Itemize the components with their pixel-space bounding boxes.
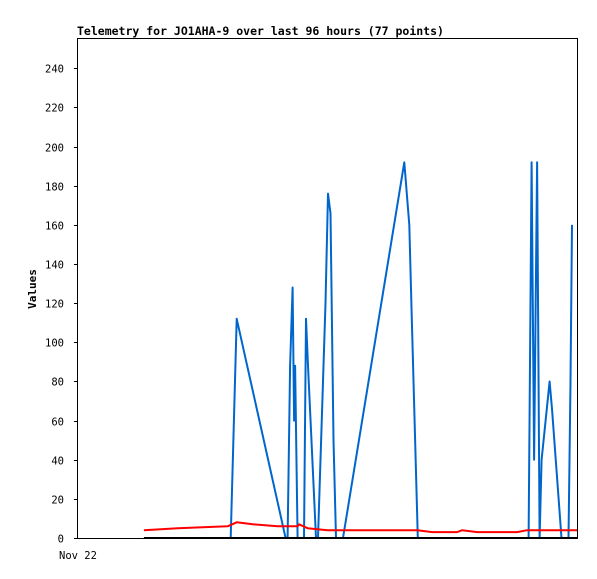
y-tick-label: 40 <box>51 456 64 468</box>
data-series <box>143 161 577 539</box>
y-tick-label: 0 <box>58 534 64 546</box>
y-tick-label: 60 <box>51 417 64 429</box>
y-tick-label: 20 <box>51 495 64 507</box>
x-tick-label: Nov 22 <box>59 550 97 562</box>
series-line-2 <box>143 521 577 534</box>
y-tick-label: 180 <box>45 182 64 194</box>
y-tick-label: 220 <box>45 103 64 115</box>
y-tick-label: 160 <box>45 221 64 233</box>
y-tick-label: 100 <box>45 338 64 350</box>
y-tick-label: 200 <box>45 143 64 155</box>
chart-title: Telemetry for JO1AHA-9 over last 96 hour… <box>77 24 444 38</box>
y-tick-label: 240 <box>45 64 64 76</box>
y-axis-ticks: 0 20 40 60 80 100 120 140 160 180 200 220 240 <box>45 64 78 546</box>
y-axis-label: Values <box>26 269 39 309</box>
x-axis-ticks: Nov 22 <box>59 550 97 562</box>
plot-frame <box>77 38 578 539</box>
y-tick-label: 120 <box>45 299 64 311</box>
y-tick-label: 80 <box>51 377 64 389</box>
y-tick-label: 140 <box>45 260 64 272</box>
